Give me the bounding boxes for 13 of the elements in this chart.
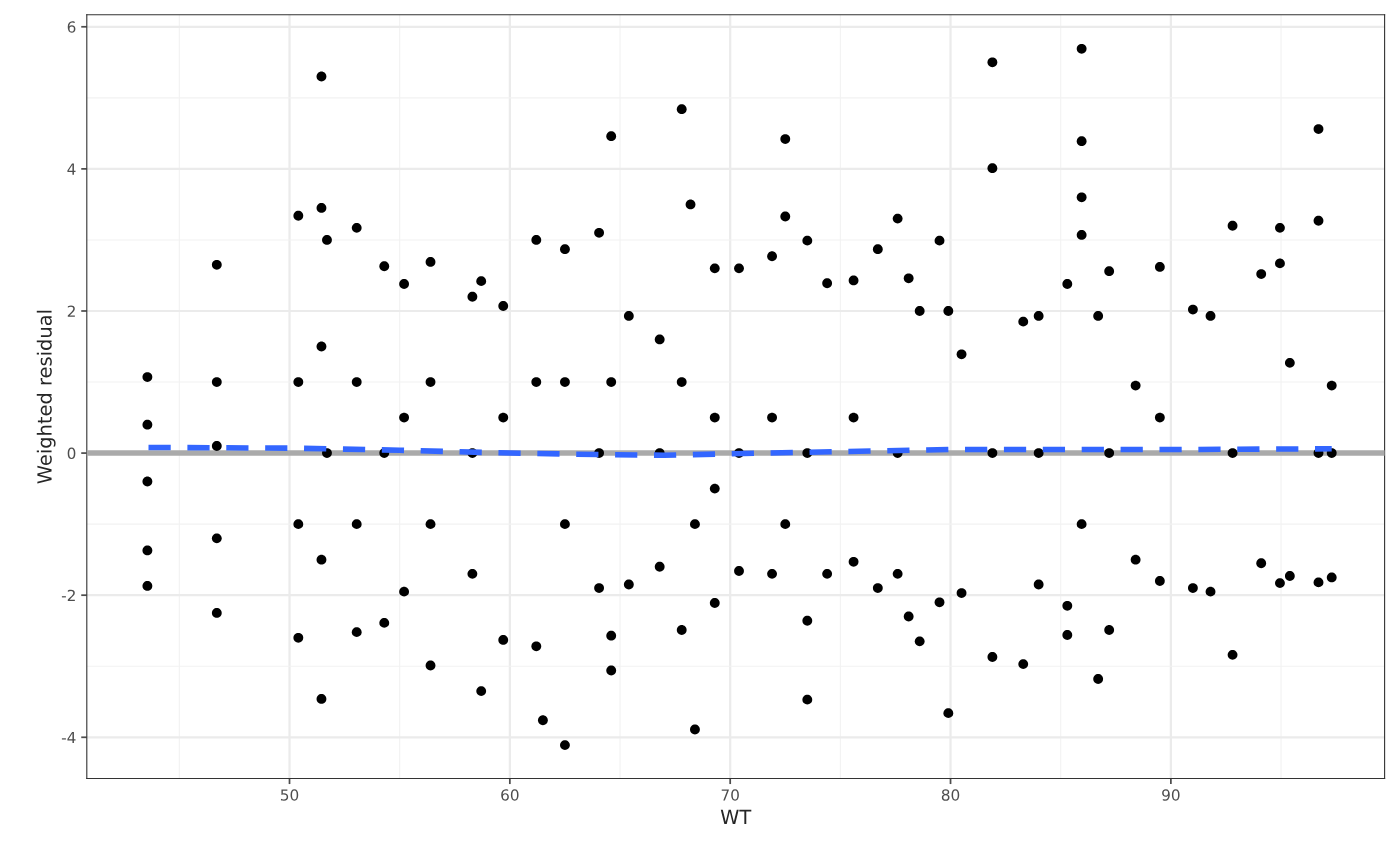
y-tick-label: 4: [67, 163, 76, 175]
x-tick-label: 90: [1162, 789, 1180, 801]
y-tick-label: -4: [61, 731, 76, 744]
x-tick-label: 70: [721, 789, 739, 801]
y-axis-title: Weighted residual: [36, 310, 56, 484]
x-tick-label: 60: [501, 789, 519, 801]
y-tick-label: -2: [61, 589, 75, 601]
y-tick-label: 0: [67, 447, 76, 460]
x-tick-label: 50: [280, 789, 299, 801]
y-tick-label: 6: [67, 21, 76, 33]
x-tick-label: 80: [941, 789, 960, 801]
x-axis-title: WT: [720, 809, 752, 825]
y-tick-label: 2: [67, 305, 75, 317]
